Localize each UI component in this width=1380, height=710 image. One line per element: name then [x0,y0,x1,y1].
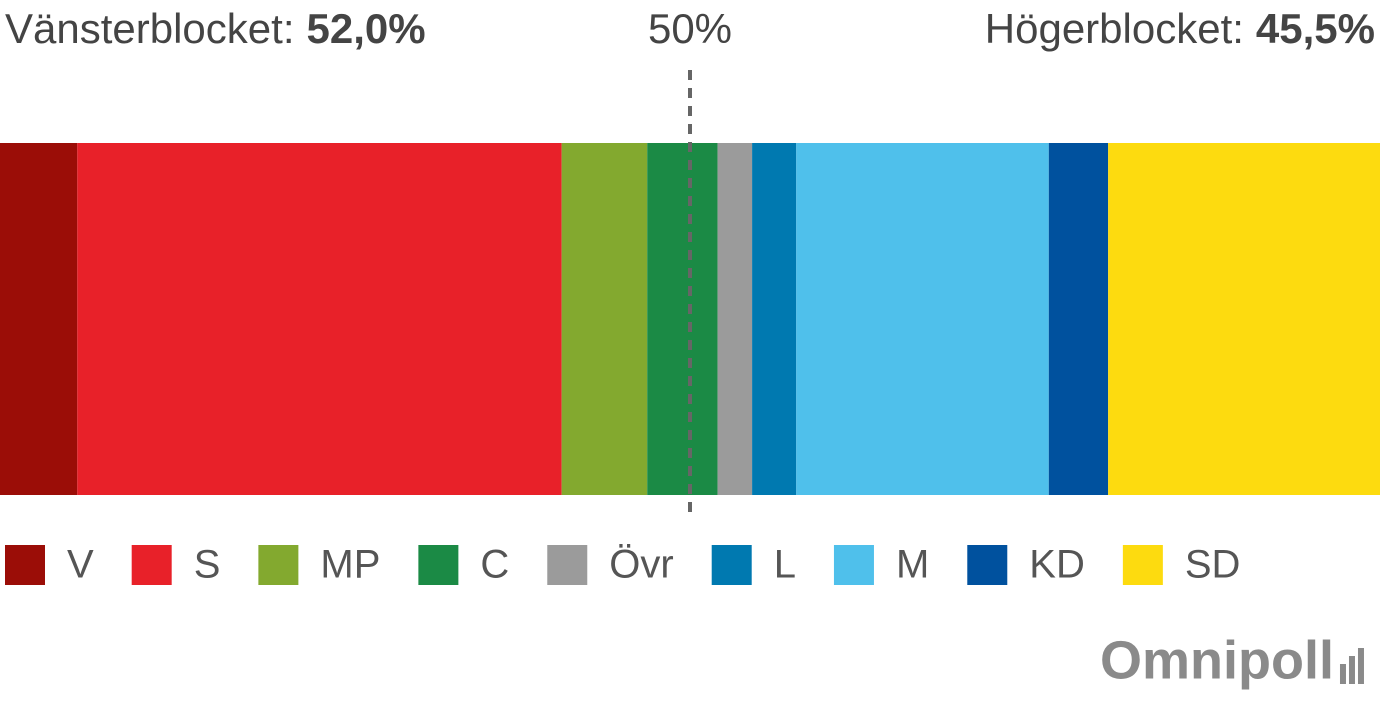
legend-swatch [967,545,1008,585]
bar-segment [77,143,562,495]
reference-label: 50% [648,5,732,52]
legend-swatch [711,545,752,585]
legend-swatch [547,545,588,585]
legend-swatch [833,545,874,585]
legend-label: KD [1029,543,1085,587]
legend-label: Övr [609,543,673,587]
legend-label: V [67,543,94,587]
legend-swatch [1122,545,1163,585]
bar-segment [0,143,78,495]
legend-label: L [774,543,796,587]
bar-group [0,143,1380,495]
logo-text: Omnipoll [1100,630,1334,690]
legend-swatch [5,545,45,585]
logo-bar [1348,656,1355,684]
block-label: Högerblocket: [985,5,1244,52]
legend-swatch [131,545,172,585]
bar-segment [717,143,753,495]
legend-label: S [194,543,221,587]
logo: Omnipoll [1100,630,1364,690]
legend: V S MP C Övr L M KD SD [5,543,1240,587]
legend-label: MP [320,543,380,587]
bar-segment [1108,143,1380,495]
legend-swatch [418,545,459,585]
legend-label: C [480,543,509,587]
legend-swatch [258,545,299,585]
logo-bar [1357,648,1364,684]
bar-segment [752,143,797,495]
block-label: Vänsterblocket: [5,5,295,52]
legend-label: SD [1185,543,1241,587]
bar-segment [561,143,648,495]
legend-label: M [896,543,929,587]
bar-segment [647,143,718,495]
block-total: 45,5% [1256,5,1375,52]
block-total: 52,0% [307,5,426,52]
bar-segment [1048,143,1109,495]
logo-bar [1339,664,1346,684]
bar-segment [796,143,1049,495]
